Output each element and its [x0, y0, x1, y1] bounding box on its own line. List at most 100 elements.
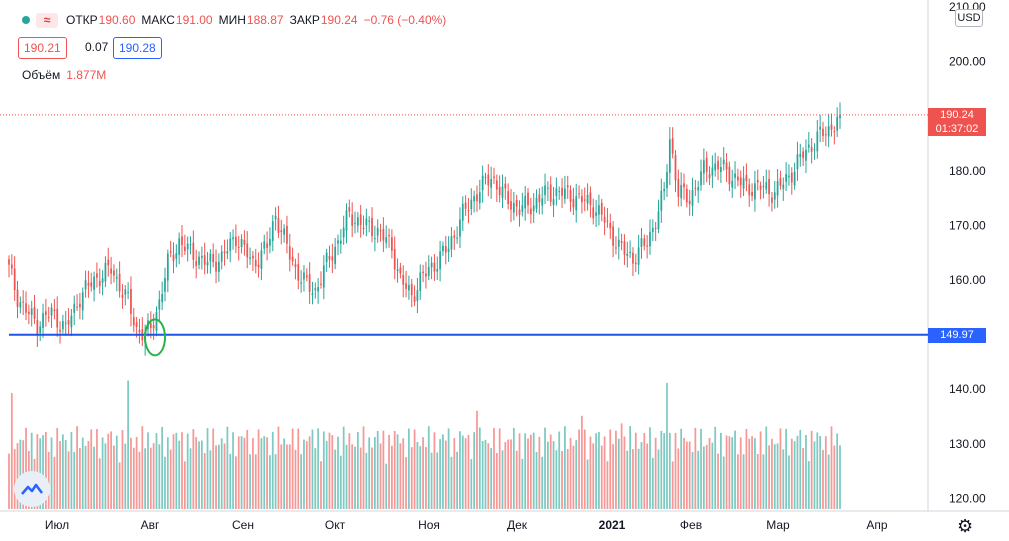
gear-icon[interactable]: ⚙	[957, 516, 974, 536]
volume-bar	[711, 442, 714, 509]
candle-body	[27, 311, 30, 314]
candle-body	[47, 316, 50, 318]
volume-bar	[215, 445, 217, 509]
volume-bar	[25, 427, 27, 509]
candle-body	[149, 323, 152, 329]
candle-body	[98, 280, 101, 287]
wave-icon[interactable]: ≈	[36, 12, 58, 28]
candle-body	[830, 124, 833, 130]
candle-body	[195, 261, 198, 267]
volume-bar	[138, 451, 141, 509]
volume-bar	[450, 456, 453, 509]
volume-bar	[459, 431, 461, 509]
candle-body	[50, 307, 53, 316]
ohlc-legend: ≈ ОТКР 190.60 МАКС 191.00 МИН 188.87 ЗАК…	[22, 10, 452, 30]
volume-bar	[564, 426, 566, 509]
volume-bar	[476, 410, 478, 509]
candle-body	[263, 241, 266, 249]
volume-bar	[252, 438, 254, 509]
candle-body	[447, 248, 450, 253]
volume-bar	[586, 459, 589, 509]
ask-price-button[interactable]: 190.28	[113, 37, 162, 59]
candle-body	[569, 190, 572, 202]
time-axis-label: Апр	[866, 518, 888, 532]
candle-body	[586, 194, 589, 204]
volume-bar	[107, 433, 110, 509]
volume-bar	[569, 437, 572, 509]
candle-body	[634, 262, 637, 265]
time-axis-label: Июл	[45, 518, 69, 532]
candle-body	[399, 267, 402, 274]
tradingview-logo-icon[interactable]	[14, 471, 50, 507]
volume-bar	[121, 430, 124, 509]
volume-bar	[342, 426, 345, 509]
circle-annotation[interactable]	[144, 318, 166, 357]
bid-price-button[interactable]: 190.21	[18, 37, 67, 59]
volume-bar	[717, 453, 719, 509]
volume-bar	[538, 436, 541, 509]
volume-bar	[263, 436, 266, 509]
candle-body	[473, 196, 476, 202]
candle-body	[765, 182, 768, 190]
volume-bar	[425, 447, 427, 509]
candle-body	[524, 195, 527, 209]
volume-bar	[643, 432, 646, 509]
candle-body	[615, 247, 617, 249]
candle-body	[646, 245, 649, 247]
volume-bar	[501, 450, 504, 509]
volume-bar	[320, 461, 322, 509]
volume-bar	[50, 437, 53, 509]
candle-body	[101, 278, 104, 283]
candle-body	[606, 220, 609, 222]
candle-body	[334, 246, 337, 264]
volume-bar	[498, 428, 501, 509]
candle-body	[76, 306, 78, 308]
volume-bar	[98, 458, 101, 509]
candle-body	[552, 199, 555, 206]
candle-body	[439, 251, 441, 270]
volume-bar	[830, 426, 833, 509]
candle-body	[246, 243, 249, 258]
volume-bar	[651, 457, 654, 509]
candle-body	[373, 238, 376, 240]
volume-bar	[354, 446, 356, 509]
candle-body	[459, 219, 461, 237]
volume-bar	[430, 452, 433, 509]
volume-bar	[524, 433, 527, 509]
volume-bar	[240, 436, 243, 509]
currency-button[interactable]: USD	[955, 9, 983, 27]
candle-body	[314, 288, 317, 291]
volume-bar	[467, 434, 470, 509]
candle-body	[13, 268, 16, 291]
volume-label: Объём	[22, 68, 61, 82]
volume-bar	[396, 434, 399, 509]
volume-bar	[529, 434, 532, 509]
volume-bar	[73, 451, 76, 509]
volume-bar	[810, 430, 813, 509]
volume-bar	[334, 449, 337, 509]
volume-bar	[552, 441, 555, 509]
volume-bar	[229, 453, 232, 509]
candle-body	[274, 215, 277, 219]
candle-body	[768, 178, 770, 195]
volume-bar	[64, 440, 67, 509]
candle-body	[36, 319, 39, 335]
volume-bar	[816, 432, 819, 509]
volume-bar	[67, 451, 70, 509]
candle-body	[342, 227, 345, 238]
horizontal-line-price-tag[interactable]: 149.97	[928, 327, 986, 343]
volume-bar	[249, 454, 251, 509]
candle-body	[172, 254, 175, 261]
candle-body	[702, 160, 705, 174]
volume-bar	[544, 427, 546, 509]
candle-body	[178, 238, 181, 256]
volume-bar	[626, 450, 629, 509]
volume-bar	[683, 437, 685, 509]
candle-body	[198, 256, 200, 265]
volume-bar	[362, 426, 365, 509]
volume-bar	[87, 441, 90, 509]
volume-bar	[535, 451, 538, 509]
candle-body	[132, 317, 135, 326]
candle-body	[104, 262, 107, 282]
